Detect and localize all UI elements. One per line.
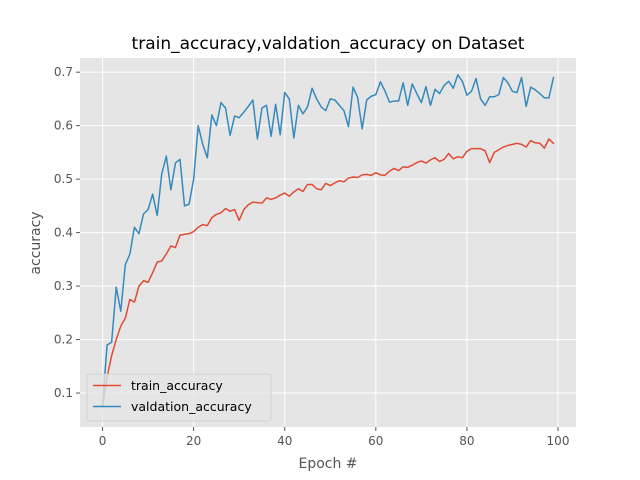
y-tick-label: 0.6 [54,119,73,133]
x-axis-label: Epoch # [298,456,357,472]
y-tick-label: 0.3 [54,279,73,293]
series-line-val [101,74,555,406]
x-tick-label: 0 [99,434,107,448]
x-tick-label: 40 [277,434,292,448]
legend-label-train: train_accuracy [131,378,223,393]
legend-box [86,373,272,422]
series-line-train [101,138,555,408]
ticks: 0 20 40 60 80 100 0.1 0.2 0.3 0.4 0.5 0.6 0.7 [54,65,570,448]
x-tick-label: 100 [547,434,570,448]
y-tick-label: 0.7 [54,65,73,79]
series-lines [101,74,555,408]
y-tick-label: 0.1 [54,386,73,400]
x-tick-label: 60 [368,434,383,448]
grid [80,58,576,427]
plot-area [80,58,576,427]
y-tick-label: 0.4 [54,226,73,240]
x-tick-label: 80 [459,434,474,448]
legend: train_accuracy valdation_accuracy [86,373,272,422]
chart-title: train_accuracy,valdation_accuracy on Dat… [132,34,525,54]
legend-label-val: valdation_accuracy [131,399,252,414]
y-tick-label: 0.2 [54,333,73,347]
x-tick-label: 20 [186,434,201,448]
y-tick-label: 0.5 [54,172,73,186]
y-axis-label: accuracy [28,211,44,274]
